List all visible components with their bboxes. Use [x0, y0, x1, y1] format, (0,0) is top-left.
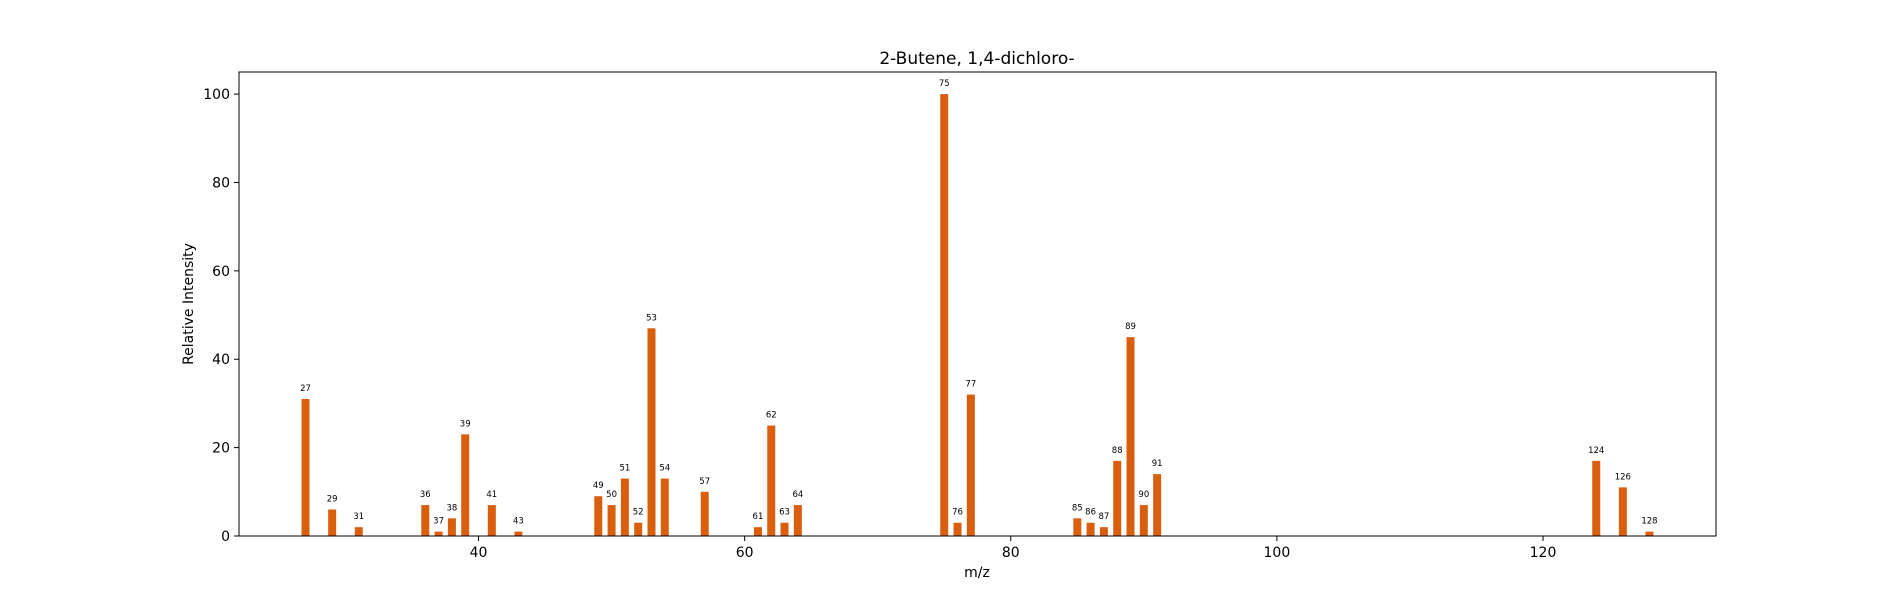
- bar-mz-49: [594, 496, 603, 536]
- bar-mz-77: [966, 394, 975, 536]
- bar-mz-128: [1645, 531, 1654, 536]
- bar-mz-61: [753, 527, 762, 536]
- bar-label-mz-85: 85: [1072, 503, 1083, 513]
- bar-mz-51: [620, 478, 629, 536]
- bar-label-mz-126: 126: [1615, 472, 1631, 482]
- bar-label-mz-75: 75: [939, 79, 950, 89]
- bar-label-mz-86: 86: [1085, 508, 1096, 518]
- bar-mz-86: [1086, 522, 1095, 536]
- x-axis-label: m/z: [964, 565, 990, 581]
- bar-mz-63: [780, 522, 789, 536]
- bar-label-mz-77: 77: [965, 380, 976, 390]
- bar-mz-38: [447, 518, 456, 536]
- bar-mz-53: [647, 328, 656, 536]
- bar-mz-29: [328, 509, 337, 536]
- y-tick-label: 100: [203, 87, 230, 103]
- bar-mz-57: [700, 491, 709, 536]
- bar-label-mz-64: 64: [792, 490, 803, 500]
- bar-mz-75: [940, 94, 949, 536]
- bar-mz-62: [767, 425, 776, 536]
- bar-label-mz-52: 52: [633, 508, 644, 518]
- bar-mz-54: [660, 478, 669, 536]
- bar-label-mz-49: 49: [593, 481, 604, 491]
- bar-label-mz-124: 124: [1588, 446, 1604, 456]
- bar-mz-31: [354, 527, 363, 536]
- bar-mz-41: [487, 505, 496, 536]
- bar-mz-76: [953, 522, 962, 536]
- bar-mz-89: [1126, 337, 1135, 536]
- bar-label-mz-128: 128: [1641, 517, 1657, 527]
- bar-mz-124: [1592, 460, 1601, 536]
- bar-mz-50: [607, 505, 616, 536]
- bar-label-mz-90: 90: [1138, 490, 1149, 500]
- y-tick-label: 20: [212, 441, 230, 457]
- bar-label-mz-38: 38: [446, 503, 457, 513]
- x-tick-label: 120: [1530, 545, 1557, 561]
- x-tick-label: 60: [736, 545, 754, 561]
- bar-mz-64: [793, 505, 802, 536]
- bar-mz-91: [1153, 474, 1162, 536]
- x-axis: 40 60 80 100 120: [470, 536, 1557, 561]
- bar-mz-43: [514, 531, 523, 536]
- bar-label-mz-53: 53: [646, 313, 657, 323]
- bar-label-mz-51: 51: [619, 464, 630, 474]
- bar-label-mz-27: 27: [300, 384, 311, 394]
- bar-label-mz-39: 39: [460, 419, 471, 429]
- bar-label-mz-29: 29: [327, 494, 338, 504]
- y-tick-label: 0: [221, 529, 230, 545]
- plot-frame: [238, 71, 1717, 537]
- bar-label-mz-62: 62: [766, 411, 777, 421]
- bar-mz-90: [1139, 505, 1148, 536]
- y-axis-label: Relative Intensity: [181, 243, 197, 365]
- y-tick-label: 40: [212, 352, 230, 368]
- bar-label-mz-50: 50: [606, 490, 617, 500]
- bar-label-mz-87: 87: [1098, 512, 1109, 522]
- bar-label-mz-76: 76: [952, 508, 963, 518]
- bar-mz-126: [1618, 487, 1627, 536]
- bar-label-mz-43: 43: [513, 517, 524, 527]
- bar-mz-36: [421, 505, 430, 536]
- bar-label-mz-57: 57: [699, 477, 710, 487]
- chart-title: 2-Butene, 1,4-dichloro-: [879, 49, 1074, 69]
- bar-label-mz-41: 41: [486, 490, 497, 500]
- bar-mz-37: [434, 531, 443, 536]
- bar-label-mz-36: 36: [420, 490, 431, 500]
- bar-label-mz-91: 91: [1152, 459, 1163, 469]
- bar-mz-88: [1113, 460, 1122, 536]
- bar-mz-85: [1073, 518, 1082, 536]
- x-tick-label: 80: [1002, 545, 1020, 561]
- bar-label-mz-37: 37: [433, 517, 444, 527]
- bar-mz-27: [301, 399, 310, 536]
- y-tick-label: 80: [212, 175, 230, 191]
- bar-mz-39: [461, 434, 470, 536]
- bars-group: [301, 94, 1654, 536]
- bar-mz-87: [1099, 527, 1108, 536]
- bar-label-mz-89: 89: [1125, 322, 1136, 332]
- bar-label-mz-31: 31: [353, 512, 364, 522]
- x-tick-label: 100: [1264, 545, 1291, 561]
- bar-mz-52: [634, 522, 643, 536]
- bar-label-mz-54: 54: [659, 464, 670, 474]
- y-tick-label: 60: [212, 264, 230, 280]
- bar-label-mz-63: 63: [779, 508, 790, 518]
- bar-label-mz-88: 88: [1112, 446, 1123, 456]
- x-tick-label: 40: [470, 545, 488, 561]
- y-axis: 0 20 40 60 80 100: [203, 87, 239, 545]
- bar-label-mz-61: 61: [753, 512, 764, 522]
